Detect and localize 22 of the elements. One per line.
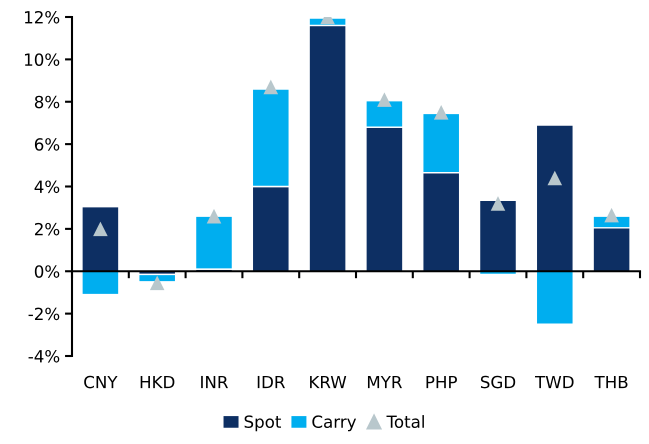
x-tick-label: IDR (258, 376, 285, 388)
legend-label: Spot (244, 415, 282, 432)
x-tick-label: THB (594, 376, 628, 388)
x-tick-label: CNY (84, 376, 118, 388)
y-tick-label: 10% (24, 53, 60, 66)
x-tick-label: MYR (368, 376, 402, 388)
x-tick-label: SGD (480, 376, 516, 388)
y-tick-label: 2% (34, 222, 60, 236)
y-tick-label: -4% (28, 350, 60, 363)
legend-label: Carry (312, 415, 356, 432)
y-tick-label: 6% (34, 138, 60, 151)
x-tick-label: HKD (140, 376, 174, 388)
x-tick-label: TWD (535, 376, 574, 388)
legend-label: Total (386, 415, 424, 428)
y-tick-label: 12% (24, 10, 60, 24)
x-tick-label: INR (201, 376, 228, 388)
x-tick-label: KRW (310, 376, 346, 388)
y-tick-label: 8% (34, 96, 60, 108)
y-tick-label: -2% (28, 308, 60, 320)
x-tick-label: PHP (426, 376, 457, 388)
y-tick-label: 0% (34, 265, 60, 278)
y-tick-label: 4% (34, 180, 60, 194)
